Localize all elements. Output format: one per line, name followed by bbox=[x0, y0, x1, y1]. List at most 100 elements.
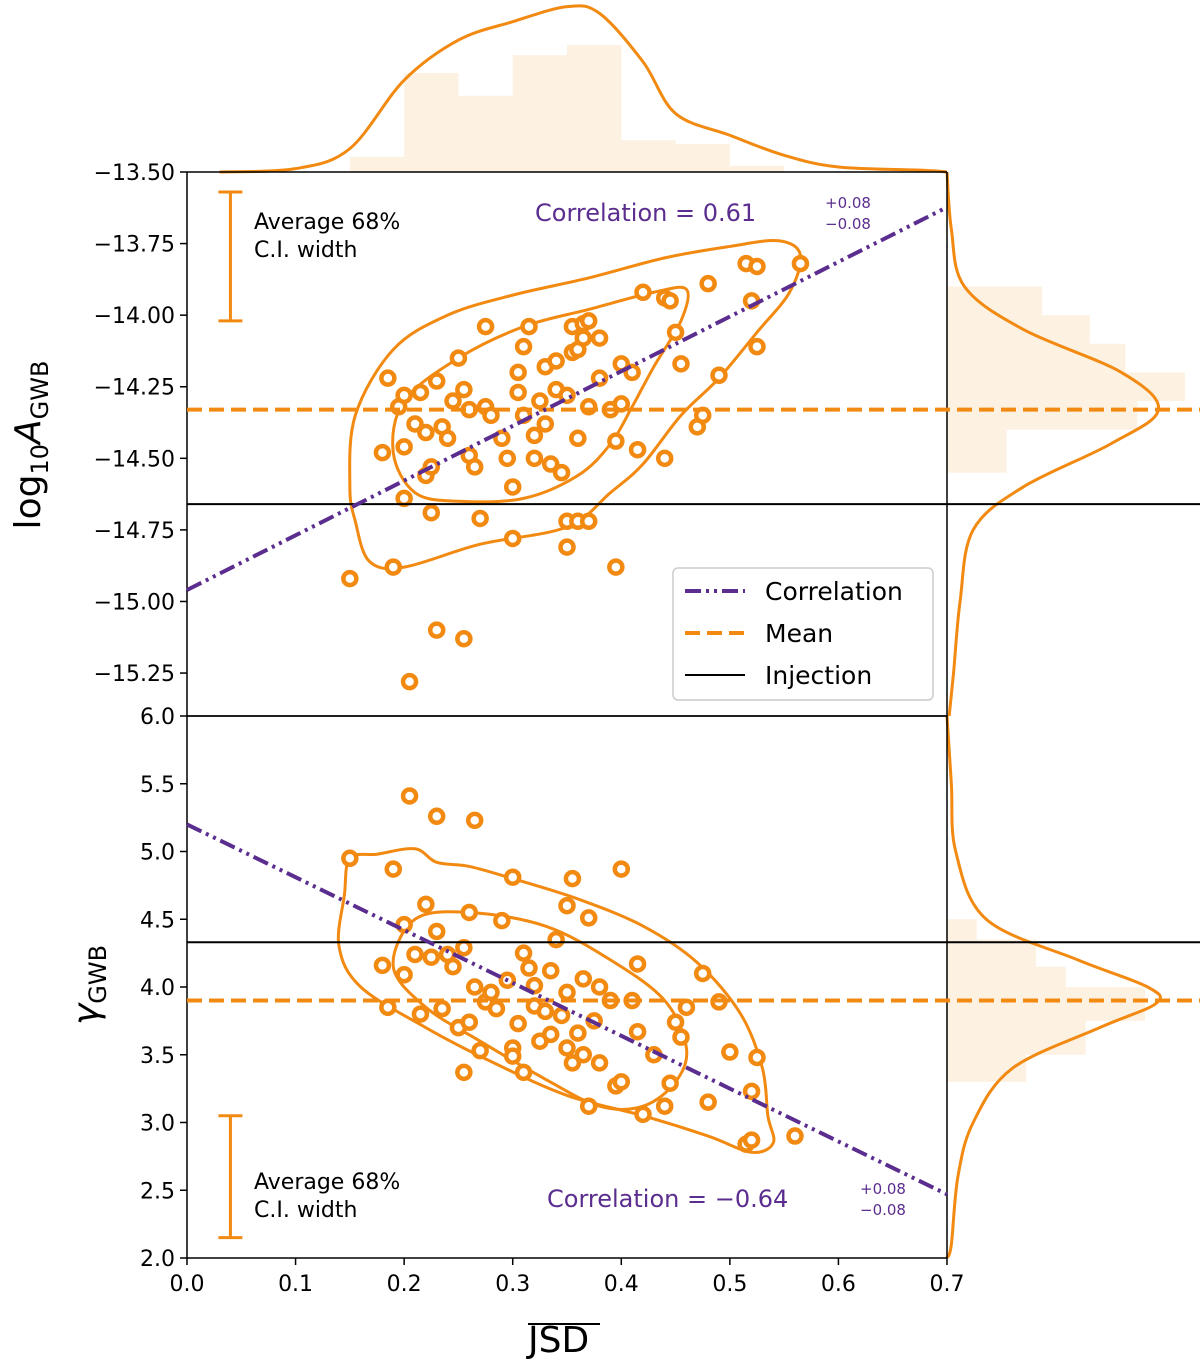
top-data-point bbox=[628, 440, 647, 459]
bottom-data-point bbox=[471, 1041, 489, 1060]
top-data-point bbox=[498, 449, 517, 468]
top-data-point bbox=[400, 672, 419, 691]
bottom-data-point bbox=[612, 1073, 631, 1091]
right-hist-bar-top bbox=[947, 286, 1043, 316]
top-ytick-label: −15.25 bbox=[94, 662, 175, 687]
bottom-data-point bbox=[552, 1006, 571, 1025]
top-data-point bbox=[525, 426, 544, 445]
bottom-xtick-label: 0.0 bbox=[170, 1272, 205, 1297]
bottom-ytick-label: 5.0 bbox=[140, 841, 175, 866]
top-data-point bbox=[449, 349, 468, 367]
top-ytick-label: −13.75 bbox=[94, 233, 175, 258]
top-ytick-label: −14.25 bbox=[94, 376, 175, 401]
bottom-data-point bbox=[455, 938, 473, 957]
bottom-data-point bbox=[655, 1097, 674, 1115]
bottom-data-point bbox=[514, 944, 533, 962]
bottom-data-point bbox=[558, 983, 576, 1002]
bottom-data-point bbox=[422, 948, 441, 966]
svg-text:log10AGWB: log10AGWB bbox=[8, 361, 54, 530]
bottom-data-point bbox=[400, 787, 419, 805]
top-data-point bbox=[699, 274, 717, 293]
bottom-data-point bbox=[379, 998, 397, 1017]
bottom-data-point bbox=[748, 1048, 766, 1067]
bottom-ytick-label: 2.0 bbox=[140, 1247, 175, 1272]
bottom-data-point bbox=[563, 869, 582, 888]
bottom-data-point bbox=[693, 964, 712, 983]
top-data-point bbox=[710, 366, 728, 385]
top-ci-label-line2: C.I. width bbox=[254, 238, 357, 263]
top-data-point bbox=[438, 429, 457, 448]
right-hist-bar-bottom bbox=[947, 919, 977, 940]
bottom-data-point bbox=[558, 1039, 576, 1057]
bottom-data-point bbox=[661, 1074, 679, 1092]
bottom-data-point bbox=[509, 1014, 527, 1033]
top-data-point bbox=[395, 386, 413, 405]
bottom-data-point bbox=[427, 807, 446, 826]
bottom-data-point bbox=[536, 1002, 555, 1021]
svg-text:γGWB: γGWB bbox=[66, 945, 112, 1025]
top-data-point bbox=[634, 283, 652, 302]
top-ytick-label: −14.50 bbox=[94, 447, 175, 472]
top-data-point bbox=[422, 503, 441, 522]
right-hist-bar-bottom bbox=[947, 987, 1145, 1021]
bottom-correlation-sub: −0.08 bbox=[860, 1201, 906, 1219]
top-data-point bbox=[514, 337, 533, 356]
right-hist-bar-bottom bbox=[947, 939, 1037, 967]
top-hist-bar bbox=[621, 140, 676, 172]
bottom-ci-label-line1: Average 68% bbox=[254, 1170, 400, 1195]
top-data-point bbox=[341, 569, 359, 588]
top-data-point bbox=[791, 254, 810, 273]
bottom-data-point bbox=[514, 1063, 533, 1082]
top-data-point bbox=[536, 415, 555, 433]
top-data-point bbox=[373, 443, 392, 462]
bottom-xtick-label: 0.4 bbox=[604, 1272, 639, 1297]
top-hist-bar bbox=[512, 55, 567, 172]
bottom-y-axis-title: γGWB bbox=[66, 945, 112, 1025]
bottom-xtick-label: 0.1 bbox=[278, 1272, 313, 1297]
top-marginal-histogram bbox=[349, 45, 785, 172]
top-data-point bbox=[406, 415, 424, 433]
top-hist-bar bbox=[404, 72, 459, 172]
bottom-data-point bbox=[541, 1025, 560, 1044]
bottom-xtick-label: 0.3 bbox=[495, 1272, 530, 1297]
bottom-data-point bbox=[373, 956, 392, 975]
bottom-ytick-label: 3.5 bbox=[140, 1044, 175, 1069]
bottom-data-point bbox=[427, 922, 446, 941]
top-kde-curve bbox=[219, 4, 948, 174]
top-data-point bbox=[444, 392, 462, 410]
top-hist-bar bbox=[675, 144, 730, 172]
top-hist-bar bbox=[729, 165, 785, 172]
top-data-point bbox=[558, 538, 576, 556]
bottom-data-point bbox=[612, 860, 631, 878]
bottom-data-point bbox=[395, 966, 413, 984]
bottom-data-point bbox=[482, 983, 500, 1002]
bottom-correlation-text: Correlation = −0.64 bbox=[547, 1185, 788, 1213]
top-data-point bbox=[482, 406, 500, 425]
top-data-point bbox=[579, 512, 598, 531]
bottom-correlation-sup: +0.08 bbox=[860, 1180, 906, 1198]
bottom-data-point bbox=[672, 1028, 690, 1046]
bottom-xtick-label: 0.5 bbox=[712, 1272, 747, 1297]
top-hist-bar bbox=[567, 45, 622, 172]
right-marginal-histogram bbox=[947, 286, 1185, 1082]
bottom-data-point bbox=[520, 959, 538, 977]
top-data-point bbox=[465, 458, 484, 476]
top-data-point bbox=[579, 312, 598, 330]
bottom-data-point bbox=[493, 911, 511, 930]
bottom-ytick-label: 6.0 bbox=[140, 705, 175, 730]
x-axis-title: JSD bbox=[526, 1320, 589, 1361]
bottom-data-point bbox=[541, 961, 560, 980]
bottom-data-point bbox=[341, 849, 359, 868]
legend-box bbox=[672, 567, 934, 701]
top-data-point bbox=[607, 432, 625, 450]
bottom-data-point bbox=[503, 868, 522, 886]
top-data-point bbox=[590, 329, 609, 347]
right-hist-bar-top bbox=[947, 372, 1185, 402]
right-hist-bar-bottom bbox=[947, 966, 1066, 987]
top-data-point bbox=[427, 372, 446, 390]
bottom-data-point bbox=[628, 955, 647, 973]
bottom-data-point bbox=[487, 999, 506, 1018]
top-data-point bbox=[395, 438, 413, 456]
top-y-axis-title: log10AGWB bbox=[8, 361, 54, 530]
